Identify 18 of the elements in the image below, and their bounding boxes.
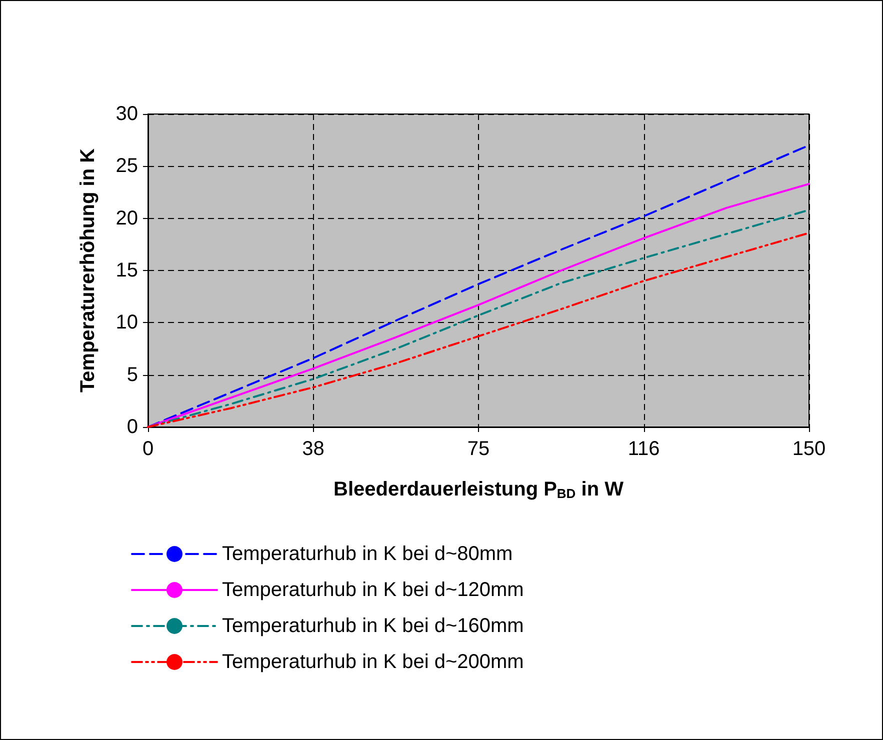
y-tick-label: 0 [126, 416, 138, 438]
y-tick-label: 15 [116, 260, 138, 282]
x-tick-label: 75 [467, 438, 490, 460]
legend-label: Temperaturhub in K bei d~120mm [222, 579, 524, 601]
x-tick-label: 150 [792, 438, 826, 460]
x-axis-title: Bleederdauerleistung PBD in W [334, 478, 624, 501]
y-axis-title: Temperaturerhöhung in K [77, 148, 99, 393]
legend-label: Temperaturhub in K bei d~80mm [222, 543, 513, 565]
y-tick-label: 25 [116, 155, 138, 178]
y-tick-label: 20 [116, 207, 138, 230]
y-tick-label: 10 [116, 312, 138, 334]
x-tick-label: 116 [628, 438, 660, 460]
legend-label: Temperaturhub in K bei d~160mm [222, 615, 524, 637]
x-tick-label: 38 [302, 438, 324, 460]
legend-label: Temperaturhub in K bei d~200mm [222, 651, 524, 673]
x-tick-label: 0 [142, 438, 154, 460]
y-tick-label: 30 [116, 103, 138, 125]
y-tick-label: 5 [126, 364, 138, 386]
